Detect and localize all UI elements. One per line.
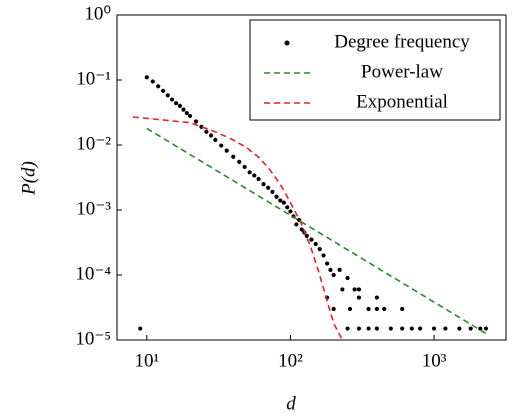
data-point — [352, 287, 357, 292]
data-point — [345, 326, 350, 331]
data-point — [213, 137, 218, 142]
legend-box — [249, 19, 501, 121]
data-point — [144, 75, 149, 80]
data-point — [174, 101, 179, 106]
data-point — [281, 200, 286, 205]
data-point — [309, 237, 314, 242]
data-point — [138, 326, 143, 331]
data-point — [382, 306, 387, 312]
x-tick-label: 10² — [278, 350, 303, 371]
data-point — [187, 113, 193, 119]
data-point — [478, 326, 483, 331]
data-point — [247, 170, 252, 175]
data-point — [366, 326, 371, 331]
y-tick-label: 10⁰ — [84, 3, 111, 24]
data-point — [170, 97, 175, 102]
data-point — [345, 275, 350, 281]
data-point — [331, 272, 336, 278]
data-point — [388, 326, 393, 331]
data-point — [219, 143, 224, 148]
data-point — [304, 233, 309, 238]
data-point — [156, 84, 161, 89]
y-tick-label: 10⁻² — [76, 133, 111, 154]
y-tick-label: 10⁻¹ — [76, 68, 111, 89]
y-tick-label: 10⁻³ — [76, 198, 111, 219]
data-point — [324, 261, 330, 266]
fit-line — [132, 116, 344, 341]
data-point — [161, 88, 166, 93]
y-axis-label: P(d) — [18, 161, 39, 196]
data-point — [165, 93, 170, 98]
data-point — [356, 295, 362, 300]
data-point — [457, 326, 462, 331]
plot-frame — [116, 14, 507, 341]
data-point — [288, 209, 293, 214]
data-point — [261, 182, 266, 187]
data-point — [418, 326, 423, 331]
data-point — [231, 154, 236, 159]
data-point — [299, 227, 304, 232]
x-tick-label: 10¹ — [134, 350, 159, 371]
data-point — [252, 173, 257, 178]
data-point — [150, 79, 155, 84]
data-point — [374, 326, 379, 331]
data-point — [274, 194, 279, 199]
legend-label: Degree frequency — [334, 31, 470, 52]
data-point — [337, 267, 342, 272]
data-point — [294, 222, 299, 227]
data-point — [400, 326, 405, 331]
legend-label: Power-law — [361, 61, 443, 82]
data-point — [317, 247, 322, 252]
data-point — [184, 110, 189, 116]
data-point — [328, 267, 333, 272]
data-point — [366, 306, 371, 312]
data-point — [193, 119, 199, 124]
data-point — [204, 129, 209, 134]
data-point — [374, 295, 379, 300]
x-axis-label: d — [286, 393, 296, 414]
data-point — [224, 148, 229, 153]
y-tick-label: 10⁻⁵ — [75, 328, 111, 349]
data-point — [321, 253, 326, 258]
data-point — [313, 241, 318, 247]
data-point — [340, 287, 345, 292]
data-point — [285, 205, 290, 210]
data-point — [278, 198, 283, 203]
data-point — [356, 287, 362, 292]
legend-marker — [284, 40, 290, 46]
data-point — [181, 107, 186, 112]
data-point — [468, 326, 473, 331]
data-point — [356, 326, 362, 331]
y-tick-label: 10⁻⁴ — [75, 263, 111, 284]
data-point — [483, 326, 489, 331]
data-point — [409, 326, 414, 331]
x-tick-label: 10³ — [422, 350, 447, 371]
data-point — [242, 164, 247, 170]
fit-line — [146, 127, 487, 335]
legend-label: Exponential — [356, 91, 448, 112]
data-point — [443, 326, 448, 331]
data-point — [266, 185, 271, 190]
data-point — [347, 306, 353, 312]
data-point — [208, 133, 214, 138]
data-point — [431, 326, 437, 331]
data-point — [177, 103, 183, 108]
data-point — [256, 176, 261, 182]
data-point — [237, 159, 242, 164]
data-point — [270, 189, 275, 194]
data-point — [400, 306, 405, 312]
data-point — [331, 306, 336, 312]
data-point — [374, 306, 379, 312]
